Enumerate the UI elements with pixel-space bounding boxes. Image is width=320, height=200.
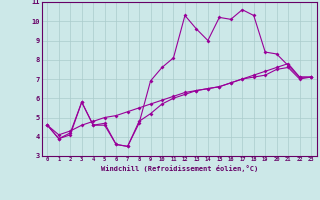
- X-axis label: Windchill (Refroidissement éolien,°C): Windchill (Refroidissement éolien,°C): [100, 165, 258, 172]
